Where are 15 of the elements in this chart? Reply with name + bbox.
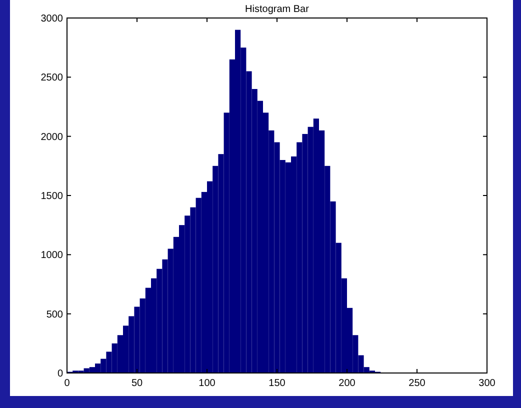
y-tick-label: 500 — [46, 309, 64, 320]
x-tick-label: 250 — [408, 378, 426, 389]
y-tick-label: 2000 — [40, 132, 64, 143]
x-tick-label: 100 — [198, 378, 216, 389]
x-tick-label: 200 — [338, 378, 356, 389]
x-tick-label: 150 — [268, 378, 286, 389]
y-tick-label: 1000 — [40, 250, 64, 262]
y-tick-label: 3000 — [40, 14, 64, 24]
chart-title: Histogram Bar — [245, 4, 310, 15]
x-tick-label: 300 — [478, 378, 496, 389]
y-tick-label: 1500 — [40, 191, 64, 202]
y-tick-label: 2500 — [40, 72, 64, 84]
y-tick-label: 0 — [57, 368, 64, 380]
x-tick-label: 0 — [64, 378, 70, 389]
x-tick-label: 50 — [131, 378, 143, 389]
